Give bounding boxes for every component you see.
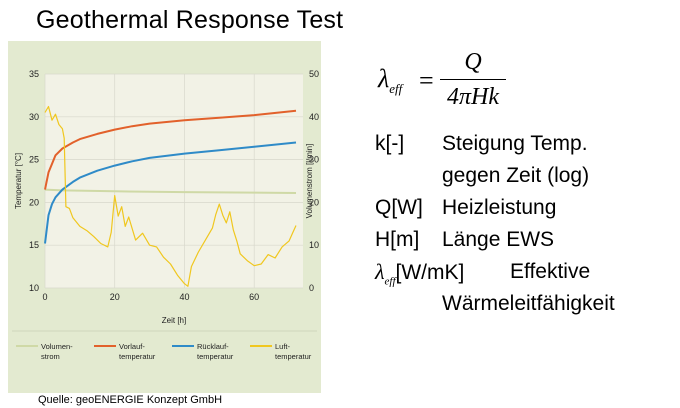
x-tick: 20 [110,292,120,302]
formula-fraction: Q 4πHk [440,47,506,112]
legend-label: Luft- [275,342,291,351]
legend-label: temperatur [119,352,156,361]
formula-numerator: Q [464,49,482,75]
y-tick-right: 40 [309,112,319,122]
definition-key: H[m] [375,228,420,251]
plot-area [45,74,303,288]
y-tick-right: 20 [309,197,319,207]
formula-lambda-sub: eff [389,81,403,97]
definition-key: k[-] [375,132,405,155]
series-line-ruecklauf [44,141,297,244]
formula-equals: = [419,66,434,95]
y-axis-label-right: Volumenstrom [l/min] [305,144,314,219]
y-tick-right: 0 [309,283,314,293]
legend-label: strom [41,352,60,361]
lambda-symbol: λeff [375,259,396,288]
lambda-sub: eff [384,275,396,288]
y-tick-left: 25 [29,155,39,165]
definition-key-lambda: λeff[W/mK] [375,256,464,297]
source-note: Quelle: geoENERGIE Konzept GmbH [38,394,223,406]
y-tick-right: 30 [309,155,319,165]
left-axis-ticks: 10 15 20 25 30 35 [29,69,39,293]
y-tick-left: 15 [29,240,39,250]
y-tick-right: 50 [309,69,319,79]
x-axis-ticks: 0 20 40 60 [42,292,259,302]
definition-value: Heizleistung [442,196,557,219]
y-tick-left: 20 [29,197,39,207]
lambda-formula: λeff = Q 4πHk [376,44,546,122]
y-tick-right: 10 [309,240,319,250]
formula-lhs: λeff [378,64,402,97]
y-tick-left: 35 [29,69,39,79]
definition-value: Steigung Temp. [442,132,588,155]
legend-label: Rücklauf- [197,342,229,351]
formula-denominator: 4πHk [446,84,499,110]
definition-value-continued: Wärmeleitfähigkeit [442,292,615,315]
formula-lambda: λ [378,64,390,93]
lambda-unit: [W/mK] [395,261,465,284]
series-line-vorlauf [44,109,297,190]
definition-value-continued: gegen Zeit (log) [442,164,590,187]
series-layer [44,105,297,287]
legend-label: Vorlauf- [119,342,145,351]
legend-label: Volumen- [41,342,73,351]
definition-value: Effektive [510,260,591,283]
definition-value: Länge EWS [442,228,555,251]
x-axis-label: Zeit [h] [162,316,186,325]
x-tick: 0 [42,292,47,302]
y-tick-left: 30 [29,112,39,122]
grid [44,73,303,289]
slide-title: Geothermal Response Test [36,6,344,34]
x-tick: 40 [179,292,189,302]
legend-label: temperatur [275,352,312,361]
legend-label: temperatur [197,352,234,361]
series-line-luft [44,105,297,287]
fraction-bar [440,79,506,80]
y-axis-label-left: Temperatur [°C] [14,153,23,209]
lambda-char: λ [375,259,385,284]
definition-key: Q[W] [375,196,423,219]
y-tick-left: 10 [29,283,39,293]
series-line-volumenstrom [44,188,297,194]
chart-panel: 10 15 20 25 30 35 0 10 20 30 40 50 0 20 40 60 Tempera… [8,41,321,393]
x-tick: 60 [249,292,259,302]
right-axis-ticks: 0 10 20 30 40 50 [309,69,319,293]
chart-legend: Volumen-stromVorlauf-temperaturRücklauf-… [12,330,317,361]
